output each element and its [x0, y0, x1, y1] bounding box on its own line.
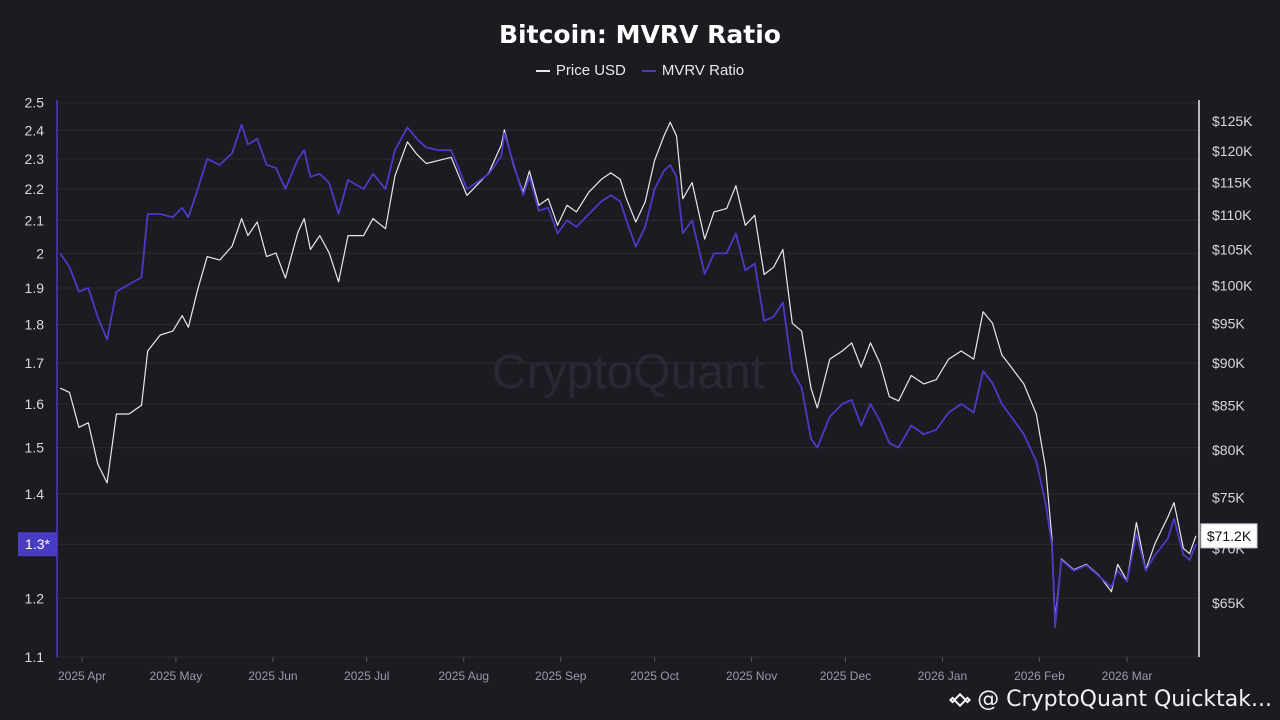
series-line-mvrv [59, 123, 1197, 628]
left-tick-label: 2.1 [25, 212, 45, 228]
x-tick-label: 2025 May [150, 669, 203, 683]
legend-item-mvrv[interactable]: MVRV Ratio [641, 62, 745, 79]
left-tick-label: 1.1 [25, 649, 45, 665]
right-tick-label: $95K [1212, 315, 1245, 331]
right-tick-label: $120K [1212, 143, 1253, 159]
left-tick-label: 1.2 [25, 590, 45, 606]
binance-icon [949, 692, 972, 707]
chart-title: Bitcoin: MVRV Ratio [499, 20, 781, 49]
left-tick-label: 2.2 [25, 181, 45, 197]
watermark-text: CryptoQuant [492, 346, 764, 399]
left-tick-label: 1.8 [25, 316, 45, 332]
right-tick-label: $85K [1212, 397, 1245, 413]
current-value-markers: 1.3* $71.2K [18, 523, 1258, 557]
series-line-price [59, 121, 1197, 621]
left-current-label: 1.3* [25, 536, 50, 552]
right-tick-label: $75K [1212, 490, 1245, 506]
x-tick-label: 2025 Nov [726, 669, 777, 683]
legend-label-mvrv: MVRV Ratio [661, 62, 745, 79]
left-current-badge [18, 532, 57, 557]
legend-swatch-price [535, 69, 550, 72]
right-tick-label: $100K [1212, 277, 1253, 293]
x-tick-label: 2026 Feb [1014, 669, 1065, 683]
right-tick-label: $110K [1212, 207, 1252, 223]
left-tick-label: 1.6 [25, 396, 45, 412]
right-tick-label: $105K [1212, 242, 1253, 258]
left-tick-label: 2.5 [25, 95, 45, 111]
left-tick-label: 2.3 [25, 151, 45, 167]
left-axis: 1.1 1.2 1.4 1.5 1.6 1.7 1.8 1.9 2 2.1 2.2 2.3 2.4 2.5 [25, 95, 58, 665]
x-tick-label: 2026 Jan [918, 669, 967, 683]
legend-swatch-mvrv [641, 69, 656, 72]
footer-attribution: @ CryptoQuant Quicktak... [949, 687, 1272, 712]
right-tick-label: $125K [1212, 113, 1253, 129]
left-tick-label: 1.7 [25, 355, 45, 371]
x-tick-label: 2025 Jul [344, 669, 389, 683]
x-tick-label: 2025 Sep [535, 669, 587, 683]
x-axis: 2025 Apr 2025 May 2025 Jun 2025 Jul 2025 Aug… [58, 657, 1152, 683]
right-tick-label: $90K [1212, 355, 1245, 371]
left-tick-label: 1.9 [25, 280, 45, 296]
left-tick-label: 2.4 [25, 122, 45, 138]
chart-legend: Price USD MVRV Ratio [0, 62, 1280, 79]
left-tick-label: 1.4 [25, 486, 45, 502]
right-tick-label: $65K [1212, 595, 1245, 611]
series-layer [59, 121, 1197, 628]
right-tick-label: $80K [1212, 442, 1245, 458]
right-current-label: $71.2K [1207, 528, 1252, 544]
x-tick-label: 2025 Dec [820, 669, 871, 683]
right-current-badge [1200, 523, 1258, 549]
x-tick-label: 2026 Mar [1102, 669, 1153, 683]
x-tick-label: 2025 Oct [630, 669, 679, 683]
right-tick-label: $115K [1212, 174, 1252, 190]
x-tick-label: 2025 Apr [58, 669, 106, 683]
x-tick-label: 2025 Jun [248, 669, 297, 683]
left-tick-label: 2 [36, 245, 44, 261]
footer-text: @ CryptoQuant Quicktak... [977, 687, 1272, 712]
right-axis: $65K$70K$75K$80K$85K$90K$95K$100K$105K$1… [1198, 100, 1253, 657]
left-tick-label: 1.5 [25, 440, 45, 456]
legend-item-price[interactable]: Price USD [535, 62, 626, 79]
x-tick-label: 2025 Aug [438, 669, 489, 683]
legend-label-price: Price USD [555, 62, 626, 79]
